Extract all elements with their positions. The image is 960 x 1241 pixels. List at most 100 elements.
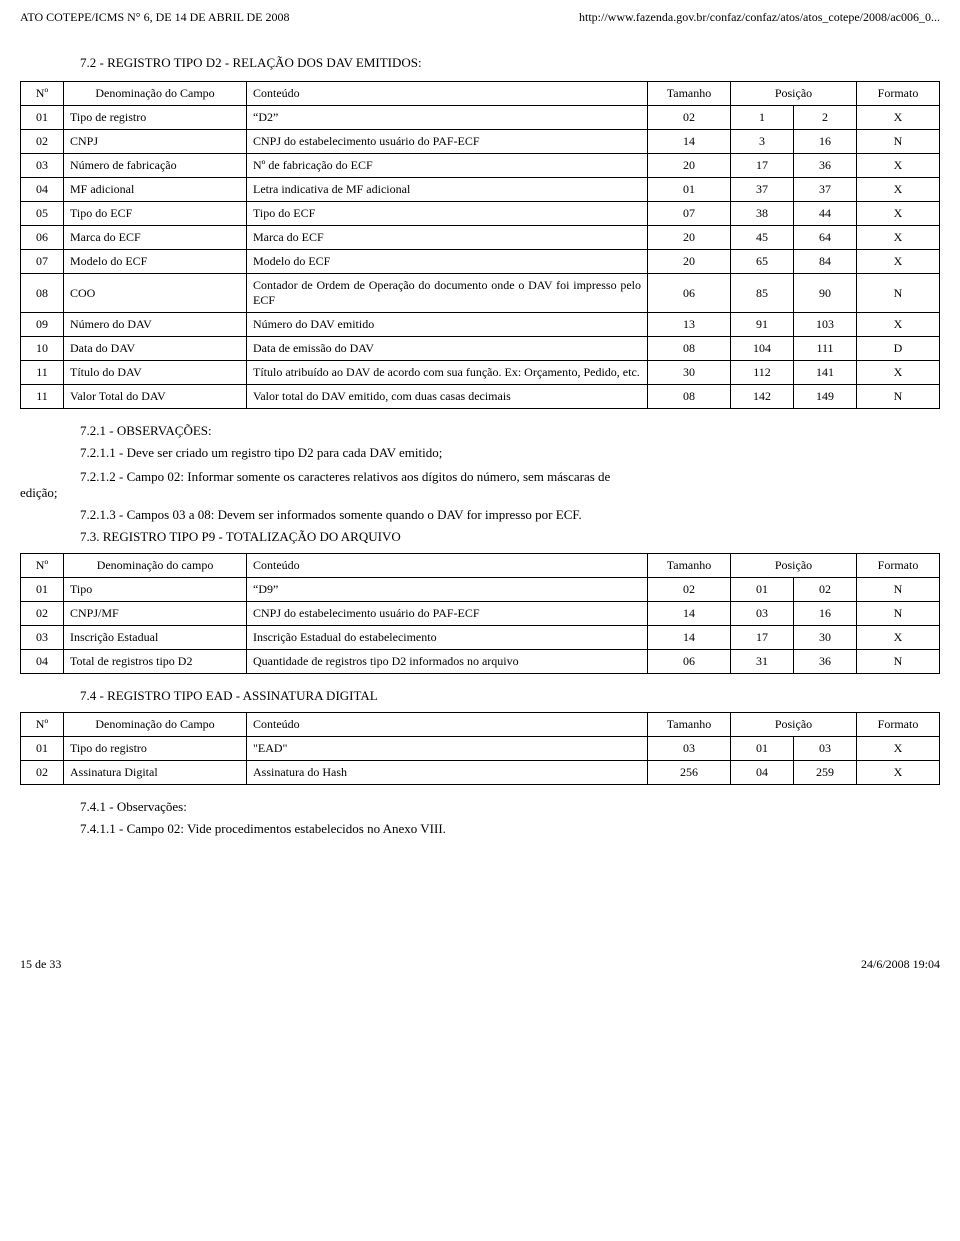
th-tam: Tamanho <box>648 554 731 578</box>
cell-fmt: N <box>857 650 940 674</box>
cell-n: 11 <box>21 385 64 409</box>
th-cont: Conteúdo <box>247 554 648 578</box>
page-header: ATO COTEPE/ICMS N° 6, DE 14 DE ABRIL DE … <box>20 10 940 25</box>
cell-fmt: D <box>857 337 940 361</box>
section-7-3-title: 7.3. REGISTRO TIPO P9 - TOTALIZAÇÃO DO A… <box>80 529 940 545</box>
obs-line-2-wrap: 7.2.1.2 - Campo 02: Informar somente os … <box>20 469 940 501</box>
cell-cont: “D2” <box>247 106 648 130</box>
section-7-4-title: 7.4 - REGISTRO TIPO EAD - ASSINATURA DIG… <box>80 688 940 704</box>
cell-pos1: 01 <box>731 578 794 602</box>
obs-title: 7.2.1 - OBSERVAÇÕES: <box>80 423 940 439</box>
cell-tam: 14 <box>648 130 731 154</box>
th-n: Nº <box>21 554 64 578</box>
cell-pos2: 36 <box>794 154 857 178</box>
cell-cont: CNPJ do estabelecimento usuário do PAF-E… <box>247 602 648 626</box>
cell-n: 04 <box>21 650 64 674</box>
cell-tam: 01 <box>648 178 731 202</box>
cell-fmt: X <box>857 761 940 785</box>
table-d2: Nº Denominação do Campo Conteúdo Tamanho… <box>20 81 940 409</box>
page-footer: 15 de 33 24/6/2008 19:04 <box>20 957 940 972</box>
cell-den: Total de registros tipo D2 <box>64 650 247 674</box>
th-fmt: Formato <box>857 82 940 106</box>
obs74-line-1: 7.4.1.1 - Campo 02: Vide procedimentos e… <box>80 821 940 837</box>
cell-n: 05 <box>21 202 64 226</box>
cell-tam: 07 <box>648 202 731 226</box>
cell-fmt: X <box>857 626 940 650</box>
cell-n: 04 <box>21 178 64 202</box>
cell-den: Assinatura Digital <box>64 761 247 785</box>
table-p9: Nº Denominação do campo Conteúdo Tamanho… <box>20 553 940 674</box>
th-den: Denominação do Campo <box>64 713 247 737</box>
cell-pos1: 65 <box>731 250 794 274</box>
cell-pos2: 64 <box>794 226 857 250</box>
cell-pos2: 103 <box>794 313 857 337</box>
table-row: 06Marca do ECFMarca do ECF204564X <box>21 226 940 250</box>
table-row: 01Tipo do registro"EAD"030103X <box>21 737 940 761</box>
cell-fmt: N <box>857 385 940 409</box>
cell-fmt: N <box>857 130 940 154</box>
cell-fmt: X <box>857 106 940 130</box>
table-ead: Nº Denominação do Campo Conteúdo Tamanho… <box>20 712 940 785</box>
obs-line-1: 7.2.1.1 - Deve ser criado um registro ti… <box>80 445 940 461</box>
obs-line-3: 7.2.1.3 - Campos 03 a 08: Devem ser info… <box>80 507 940 523</box>
cell-pos2: 36 <box>794 650 857 674</box>
cell-den: Título do DAV <box>64 361 247 385</box>
cell-cont: “D9” <box>247 578 648 602</box>
cell-den: CNPJ/MF <box>64 602 247 626</box>
cell-fmt: X <box>857 737 940 761</box>
cell-n: 01 <box>21 106 64 130</box>
cell-pos1: 85 <box>731 274 794 313</box>
cell-cont: Título atribuído ao DAV de acordo com su… <box>247 361 648 385</box>
cell-cont: Inscrição Estadual do estabelecimento <box>247 626 648 650</box>
cell-cont: Número do DAV emitido <box>247 313 648 337</box>
obs-7-4-1: 7.4.1 - Observações: 7.4.1.1 - Campo 02:… <box>80 799 940 837</box>
th-tam: Tamanho <box>648 713 731 737</box>
th-den: Denominação do campo <box>64 554 247 578</box>
cell-cont: CNPJ do estabelecimento usuário do PAF-E… <box>247 130 648 154</box>
cell-fmt: X <box>857 178 940 202</box>
section-7-4-title-wrap: 7.4 - REGISTRO TIPO EAD - ASSINATURA DIG… <box>80 688 940 704</box>
cell-pos2: 2 <box>794 106 857 130</box>
obs-7-2-1: 7.2.1 - OBSERVAÇÕES: 7.2.1.1 - Deve ser … <box>80 423 940 461</box>
table-header-row: Nº Denominação do campo Conteúdo Tamanho… <box>21 554 940 578</box>
table-row: 11Valor Total do DAVValor total do DAV e… <box>21 385 940 409</box>
cell-n: 03 <box>21 154 64 178</box>
cell-tam: 08 <box>648 337 731 361</box>
table-header-row: Nº Denominação do Campo Conteúdo Tamanho… <box>21 713 940 737</box>
cell-pos2: 149 <box>794 385 857 409</box>
table-row: 08COOContador de Ordem de Operação do do… <box>21 274 940 313</box>
obs74-title: 7.4.1 - Observações: <box>80 799 940 815</box>
cell-n: 08 <box>21 274 64 313</box>
table-row: 03Número de fabricaçãoNº de fabricação d… <box>21 154 940 178</box>
cell-pos1: 45 <box>731 226 794 250</box>
cell-pos1: 04 <box>731 761 794 785</box>
cell-pos2: 16 <box>794 602 857 626</box>
table-row: 01Tipo de registro“D2”0212X <box>21 106 940 130</box>
table-header-row: Nº Denominação do Campo Conteúdo Tamanho… <box>21 82 940 106</box>
cell-pos2: 141 <box>794 361 857 385</box>
cell-fmt: X <box>857 313 940 337</box>
cell-den: MF adicional <box>64 178 247 202</box>
cell-n: 01 <box>21 578 64 602</box>
cell-n: 09 <box>21 313 64 337</box>
cell-n: 02 <box>21 130 64 154</box>
footer-left: 15 de 33 <box>20 957 61 972</box>
cell-den: Inscrição Estadual <box>64 626 247 650</box>
cell-cont: Data de emissão do DAV <box>247 337 648 361</box>
cell-pos1: 112 <box>731 361 794 385</box>
cell-fmt: X <box>857 154 940 178</box>
cell-den: Tipo de registro <box>64 106 247 130</box>
cell-fmt: N <box>857 602 940 626</box>
obs-line-2-cont: edição; <box>20 485 58 500</box>
footer-right: 24/6/2008 19:04 <box>861 957 940 972</box>
cell-pos1: 03 <box>731 602 794 626</box>
cell-den: Valor Total do DAV <box>64 385 247 409</box>
table-row: 01Tipo“D9”020102N <box>21 578 940 602</box>
th-pos: Posição <box>731 82 857 106</box>
cell-pos1: 1 <box>731 106 794 130</box>
table-row: 05Tipo do ECFTipo do ECF073844X <box>21 202 940 226</box>
th-pos: Posição <box>731 554 857 578</box>
cell-tam: 14 <box>648 626 731 650</box>
cell-pos1: 91 <box>731 313 794 337</box>
cell-cont: Modelo do ECF <box>247 250 648 274</box>
